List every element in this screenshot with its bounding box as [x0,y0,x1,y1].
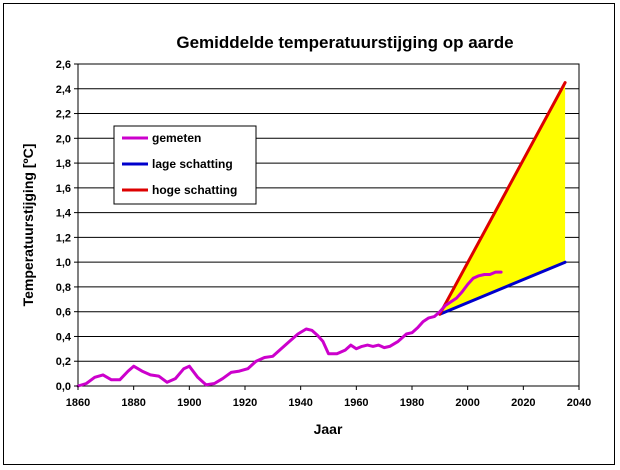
x-tick-label: 1860 [66,397,90,409]
y-tick-label: 0,2 [56,356,71,368]
y-tick-label: 1,2 [56,232,71,244]
y-tick-label: 2,4 [56,84,72,96]
x-tick-label: 1960 [344,397,368,409]
series-line-gemeten [76,270,503,388]
y-tick-label: 1,8 [56,158,71,170]
y-tick-label: 2,0 [56,133,71,145]
y-tick-label: 1,4 [56,208,72,220]
y-tick-label: 0,4 [56,331,72,343]
x-tick-label: 1880 [121,397,145,409]
x-tick-label: 1980 [400,397,424,409]
x-tick-label: 1920 [233,397,257,409]
tick-labels: 0,0 0,2 0,4 0,6 0,8 1,0 1,2 1,4 1,6 1,8 2,0 2,2 2,4 2… [56,59,592,409]
y-tick-label: 1,0 [56,257,71,269]
x-tick-label: 1900 [177,397,201,409]
y-tick-label: 0,6 [56,307,71,319]
legend-label: lage schatting [152,157,233,171]
x-tick-label: 2000 [455,397,479,409]
x-tick-label: 1940 [288,397,312,409]
x-tick-label: 2040 [567,397,591,409]
y-tick-label: 0,8 [56,282,71,294]
y-tick-label: 2,6 [56,59,71,71]
y-tick-label: 0,0 [56,381,71,393]
legend-label: hoge schatting [152,183,237,197]
legend-label: gemeten [152,131,201,145]
series-layer [76,81,567,388]
legend: gemeten lage schatting hoge schatting [113,125,257,205]
series-line-hoge-schatting [438,81,567,316]
x-axis-title: Jaar [314,421,343,437]
y-tick-label: 1,6 [56,183,71,195]
x-tick-label: 2020 [511,397,535,409]
y-tick-label: 2,2 [56,109,71,121]
chart-title: Gemiddelde temperatuurstijging op aarde [176,33,513,52]
series-line-lage-schatting [438,260,567,316]
y-axis-title: Temperatuurstijging [ºC] [20,144,36,307]
